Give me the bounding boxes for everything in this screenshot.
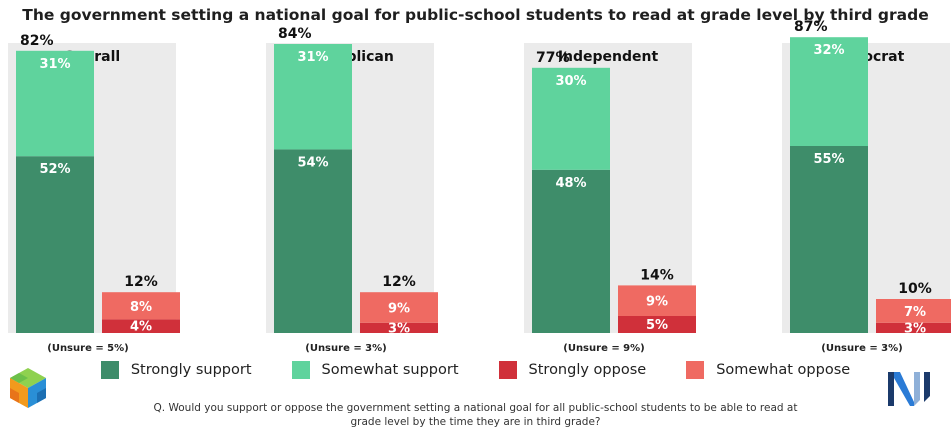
label-support-total: 82% xyxy=(20,33,54,49)
chart-title: The government setting a national goal f… xyxy=(22,6,929,24)
label-somewhat-support: 31% xyxy=(39,57,70,72)
label-oppose-total: 14% xyxy=(640,267,674,283)
cube-logo-icon xyxy=(8,366,48,414)
unsure-note: (Unsure = 5%) xyxy=(47,343,128,354)
survey-question: Q. Would you support or oppose the gover… xyxy=(153,402,798,428)
bar-somewhat-support xyxy=(532,67,610,170)
legend-item-somewhat-oppose: Somewhat oppose xyxy=(686,361,850,379)
label-support-total: 87% xyxy=(794,19,828,35)
label-strongly-oppose: 5% xyxy=(646,318,668,333)
unsure-note: (Unsure = 3%) xyxy=(305,343,386,354)
legend-item-somewhat-support: Somewhat support xyxy=(291,361,459,379)
label-strongly-support: 55% xyxy=(813,152,844,167)
bar-strongly-support xyxy=(16,156,94,333)
label-strongly-oppose: 3% xyxy=(904,321,926,336)
nj-logo-icon xyxy=(884,366,940,414)
label-somewhat-oppose: 7% xyxy=(904,305,926,320)
legend-item-strongly-oppose: Strongly oppose xyxy=(498,361,647,379)
legend-swatch-strongly-support xyxy=(100,361,119,379)
bar-somewhat-support xyxy=(274,44,352,150)
legend-swatch-somewhat-support xyxy=(291,361,310,379)
legend-item-strongly-support: Strongly support xyxy=(100,361,252,379)
label-somewhat-oppose: 8% xyxy=(130,300,152,315)
legend-label-strongly-support: Strongly support xyxy=(130,362,252,378)
unsure-note: (Unsure = 9%) xyxy=(563,343,644,354)
label-somewhat-oppose: 9% xyxy=(388,302,410,317)
legend-swatch-strongly-oppose xyxy=(498,361,517,379)
label-strongly-support: 52% xyxy=(39,162,70,177)
label-support-total: 84% xyxy=(278,26,312,42)
legend-swatch-somewhat-oppose xyxy=(686,361,705,379)
bar-strongly-oppose xyxy=(876,322,951,333)
label-oppose-total: 10% xyxy=(898,281,932,297)
bar-strongly-oppose xyxy=(618,316,696,333)
legend: Strongly support Somewhat support Strong… xyxy=(0,361,951,379)
label-somewhat-support: 32% xyxy=(813,43,844,58)
label-support-total: 77% xyxy=(536,50,570,66)
label-oppose-total: 12% xyxy=(124,274,158,290)
legend-label-somewhat-oppose: Somewhat oppose xyxy=(716,362,851,378)
label-oppose-total: 12% xyxy=(382,274,416,290)
bar-somewhat-support xyxy=(16,50,94,157)
unsure-note: (Unsure = 3%) xyxy=(821,343,902,354)
bar-somewhat-oppose xyxy=(102,292,180,320)
bar-somewhat-oppose xyxy=(618,285,696,316)
label-somewhat-oppose: 9% xyxy=(646,295,668,310)
bar-somewhat-oppose xyxy=(360,292,438,323)
panel-title: Independent xyxy=(558,49,659,65)
label-strongly-support: 48% xyxy=(555,176,586,191)
bar-strongly-oppose xyxy=(360,322,438,333)
label-strongly-oppose: 3% xyxy=(388,321,410,336)
bar-somewhat-oppose xyxy=(876,299,951,323)
bar-strongly-support xyxy=(274,149,352,333)
label-strongly-support: 54% xyxy=(297,155,328,170)
bar-strongly-support xyxy=(790,146,868,333)
bar-strongly-support xyxy=(532,169,610,333)
bar-strongly-oppose xyxy=(102,319,180,333)
legend-label-somewhat-support: Somewhat support xyxy=(321,362,459,378)
legend-label-strongly-oppose: Strongly oppose xyxy=(528,362,647,378)
chart-canvas: Overall52%31%82%4%8%12%(Unsure = 5%)Repu… xyxy=(8,19,951,354)
label-somewhat-support: 30% xyxy=(555,74,586,89)
label-strongly-oppose: 4% xyxy=(130,320,152,335)
label-somewhat-support: 31% xyxy=(297,50,328,65)
bar-somewhat-support xyxy=(790,37,868,147)
